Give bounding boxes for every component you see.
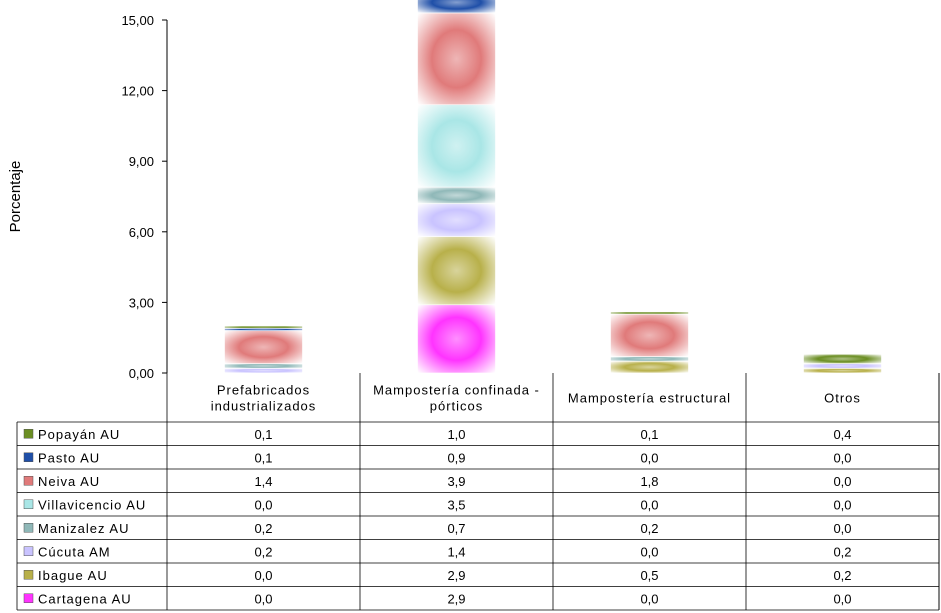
bar-segment — [610, 356, 689, 362]
data-cell: 0,2 — [833, 544, 851, 559]
y-axis-label: Porcentaje — [7, 161, 24, 233]
category-label: pórticos — [430, 399, 484, 414]
legend-label: Ibague AU — [38, 568, 108, 583]
data-cell: 2,9 — [447, 591, 465, 606]
legend-swatch — [23, 593, 34, 603]
legend-swatch — [23, 429, 34, 439]
data-cell: 1,0 — [447, 427, 465, 442]
bar-segment — [224, 363, 303, 369]
data-cell: 0,0 — [254, 591, 272, 606]
data-cell: 0,2 — [640, 521, 658, 536]
y-tick-label: 9,00 — [129, 154, 154, 169]
data-cell: 1,4 — [447, 544, 465, 559]
category-label: Otros — [824, 391, 861, 406]
data-cell: 0,0 — [254, 568, 272, 583]
bar-segment — [417, 186, 496, 204]
data-cell: 0,5 — [640, 568, 658, 583]
legend-label: Neiva AU — [38, 474, 100, 489]
category-label: Mampostería estructural — [568, 391, 731, 406]
data-cell: 1,4 — [254, 474, 272, 489]
data-cell: 0,7 — [447, 521, 465, 536]
bar-segment — [803, 363, 882, 369]
data-cell: 0,2 — [833, 568, 851, 583]
data-cell: 0,0 — [254, 497, 272, 512]
legend-swatch — [23, 476, 34, 486]
data-cell: 3,9 — [447, 474, 465, 489]
bar-segment — [610, 313, 689, 357]
legend-label: Popayán AU — [38, 427, 120, 442]
data-cell: 0,0 — [640, 497, 658, 512]
bar-segment — [417, 0, 496, 14]
data-cell: 1,8 — [640, 474, 658, 489]
data-cell: 0,1 — [254, 450, 272, 465]
data-cell: 0,2 — [254, 544, 272, 559]
legend-label: Pasto AU — [38, 450, 100, 465]
data-cell: 0,0 — [833, 497, 851, 512]
data-cell: 0,0 — [640, 544, 658, 559]
bar-segment — [224, 325, 303, 329]
y-tick-label: 15,00 — [121, 13, 154, 28]
category-label: Mampostería confinada - — [373, 383, 540, 398]
y-tick-label: 6,00 — [129, 225, 154, 240]
bar-segment — [803, 353, 882, 364]
data-cell: 0,2 — [254, 521, 272, 536]
bar-segment — [224, 367, 303, 374]
bar-segment — [417, 12, 496, 106]
data-cell: 2,9 — [447, 568, 465, 583]
bar-segment — [224, 327, 303, 331]
data-cell: 0,0 — [833, 450, 851, 465]
legend-label: Manizalez AU — [38, 521, 129, 536]
legend-swatch — [23, 570, 34, 580]
data-cell: 0,1 — [254, 427, 272, 442]
bar-segment — [803, 367, 882, 374]
bar-segment — [417, 304, 496, 374]
legend-label: Cartagena AU — [38, 591, 132, 606]
bar-segment — [610, 311, 689, 315]
category-label: Prefabricados — [217, 383, 310, 398]
bar-segment — [224, 330, 303, 364]
y-tick-label: 3,00 — [129, 295, 154, 310]
data-cell: 0,4 — [833, 427, 851, 442]
bar-segment — [417, 104, 496, 188]
data-cell: 0,0 — [833, 521, 851, 536]
bar-segment — [417, 203, 496, 237]
data-cell: 0,9 — [447, 450, 465, 465]
legend-swatch — [23, 499, 34, 509]
legend-swatch — [23, 452, 34, 462]
data-cell: 0,0 — [833, 591, 851, 606]
data-cell: 0,0 — [640, 591, 658, 606]
legend-swatch — [23, 546, 34, 556]
legend-label: Villavicencio AU — [38, 497, 146, 512]
bar-segment — [417, 236, 496, 306]
data-cell: 0,0 — [640, 450, 658, 465]
data-cell: 0,0 — [833, 474, 851, 489]
data-cell: 3,5 — [447, 497, 465, 512]
category-label: industrializados — [211, 399, 317, 414]
data-cell: 0,1 — [640, 427, 658, 442]
legend-swatch — [23, 523, 34, 533]
legend-label: Cúcuta AM — [38, 544, 111, 559]
bar-segment — [610, 360, 689, 374]
y-tick-label: 12,00 — [121, 84, 154, 99]
y-tick-label: 0,00 — [129, 366, 154, 381]
